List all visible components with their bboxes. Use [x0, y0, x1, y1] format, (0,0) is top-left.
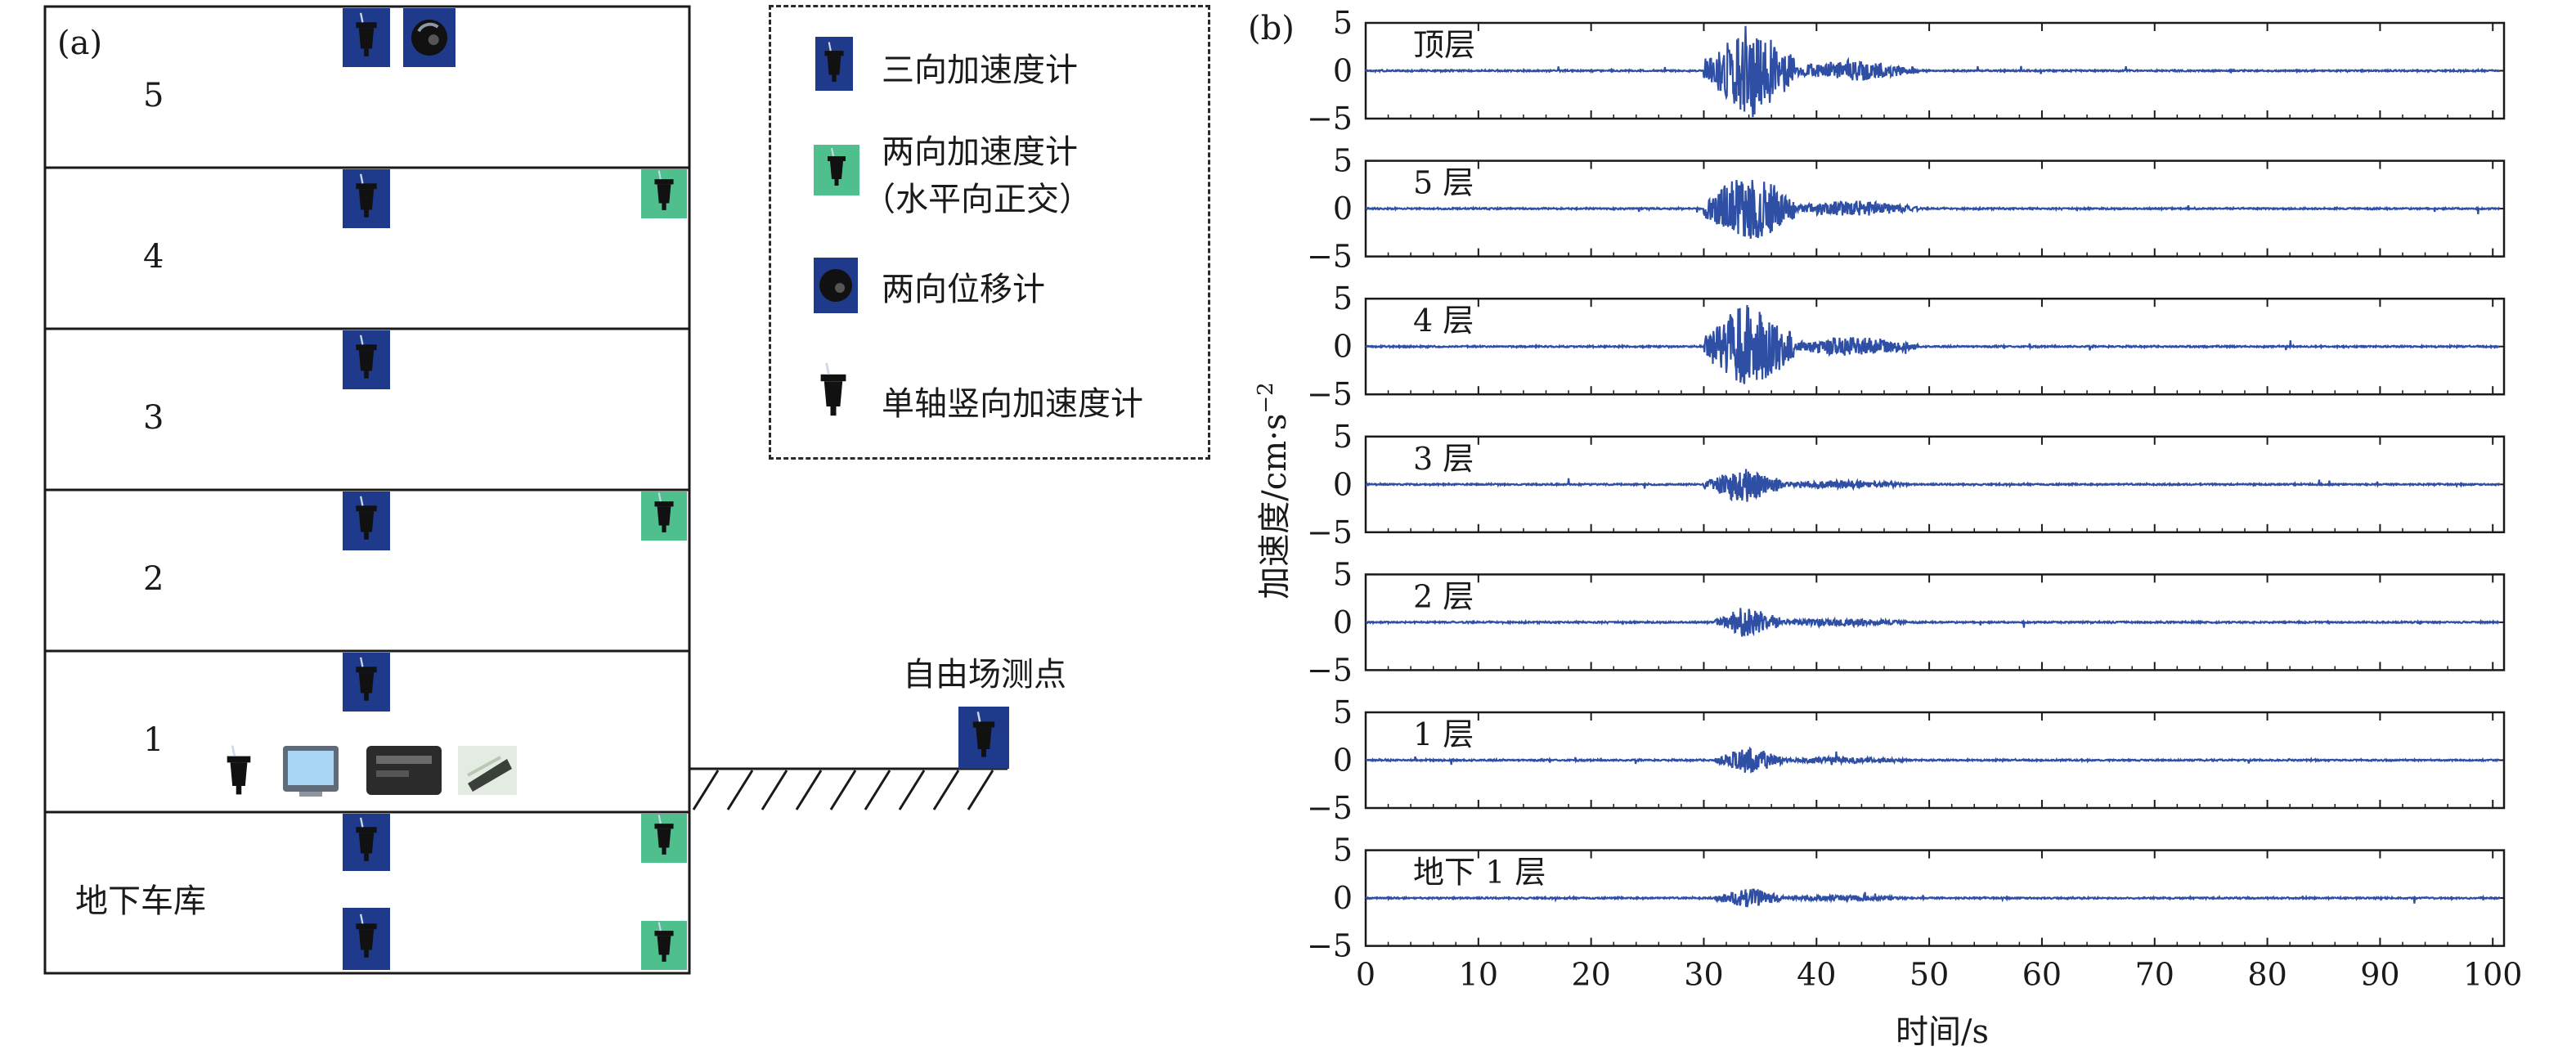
y-tick-label: 5: [1333, 143, 1353, 179]
y-tick-label: −5: [1307, 101, 1353, 137]
floor-label-5: 5: [143, 77, 164, 114]
x-tick-label: 70: [2135, 957, 2174, 993]
legend-label-biaxial: 两向加速度计: [882, 133, 1078, 171]
series-line: [1365, 180, 2501, 239]
biaxial-accelerometer-icon: [641, 492, 687, 541]
uniaxial-vertical-accelerometer-icon: [226, 744, 252, 796]
y-tick-label: −5: [1307, 514, 1353, 550]
legend-biaxial-displacement-meter-icon: [814, 258, 858, 313]
biaxial-accelerometer-icon: [641, 921, 687, 970]
y-tick-label: 5: [1333, 556, 1353, 592]
series-label: 5 层: [1413, 165, 1474, 201]
y-tick-label: 5: [1333, 694, 1353, 730]
ground-surface: [689, 767, 1008, 810]
series-line: [1365, 608, 2501, 637]
y-axis-title-text: 加速度/cm·s: [1256, 414, 1294, 599]
legend-label-biaxial-note: （水平向正交）: [863, 181, 1092, 218]
series-label: 顶层: [1413, 27, 1475, 63]
y-tick-label: −5: [1307, 928, 1353, 964]
triaxial-accelerometer-icon: [343, 330, 390, 389]
subplot-6: 5 0 −5 1 层: [1307, 694, 2506, 826]
floor-label-1: 1: [143, 721, 164, 759]
x-tick-label: 80: [2247, 957, 2287, 993]
y-tick-label: 0: [1333, 604, 1353, 640]
y-tick-label: 5: [1333, 281, 1353, 316]
x-tick-label: 30: [1684, 957, 1723, 993]
biaxial-displacement-meter-icon: [403, 8, 456, 67]
y-tick-label: 0: [1333, 191, 1353, 227]
x-tick-label: 0: [1356, 957, 1376, 993]
series-label: 4 层: [1413, 303, 1474, 339]
triaxial-accelerometer-icon: [343, 169, 390, 228]
x-tick-label: 90: [2360, 957, 2399, 993]
y-tick-label: 0: [1333, 743, 1353, 779]
legend-label-displacement: 两向位移计: [882, 271, 1045, 308]
triaxial-accelerometer-icon: [343, 814, 390, 871]
monitor-icon: [283, 746, 339, 797]
subplot-3: 5 0 −5 4 层: [1307, 281, 2506, 412]
biaxial-accelerometer-icon: [641, 814, 687, 863]
subplot-1: 5 0 −5 顶层: [1307, 5, 2506, 137]
y-tick-label: −5: [1307, 239, 1353, 275]
series-line: [1365, 888, 2501, 908]
subplot-4: 5 0 −5 3 层: [1307, 419, 2506, 550]
legend-label-triaxial: 三向加速度计: [882, 52, 1078, 89]
free-field-label: 自由场测点: [903, 656, 1066, 694]
triaxial-accelerometer-icon: [343, 8, 390, 67]
legend-box: 三向加速度计 两向加速度计 （水平向正交） 两向位移计 单轴竖向加速度计: [769, 5, 1210, 460]
building-sensor-diagram: (a) 5 4 3 2 1 地下车库: [43, 5, 1066, 975]
floor-label-2: 2: [143, 560, 164, 598]
data-recorder-icon: [366, 746, 442, 795]
x-tick-label: 10: [1459, 957, 1498, 993]
x-tick-label: 20: [1571, 957, 1610, 993]
series-line: [1365, 469, 2501, 502]
triaxial-accelerometer-icon: [343, 492, 390, 550]
legend-triaxial-accelerometer-icon: [815, 37, 853, 91]
floor-label-3: 3: [143, 399, 164, 437]
x-tick-label: 60: [2022, 957, 2062, 993]
y-tick-label: 0: [1333, 880, 1353, 916]
series-line: [1366, 746, 2501, 774]
series-label: 3 层: [1413, 441, 1474, 477]
triaxial-accelerometer-icon: [343, 653, 390, 712]
series-line: [1364, 25, 2500, 118]
subplot-5: 5 0 −5 2 层: [1307, 556, 2506, 688]
x-axis-title: 时间/s: [1896, 1013, 1989, 1051]
y-tick-label: 0: [1333, 466, 1353, 502]
svg-text:加速度/cm·s−2: 加速度/cm·s−2: [1254, 382, 1294, 599]
y-tick-label: 5: [1333, 419, 1353, 455]
legend-biaxial-accelerometer-icon: [814, 145, 859, 195]
biaxial-accelerometer-icon: [641, 169, 687, 218]
panel-b-label: (b): [1248, 10, 1295, 47]
legend-uniaxial-vertical-accelerometer-icon: [819, 361, 847, 417]
panel-a-label: (a): [57, 25, 102, 62]
series-label: 1 层: [1413, 716, 1474, 752]
y-axis-title: 加速度/cm·s−2: [1254, 382, 1294, 599]
series-line: [1365, 304, 2500, 384]
floor-label-4: 4: [143, 238, 164, 276]
y-tick-label: −5: [1307, 376, 1353, 412]
y-tick-label: −5: [1307, 790, 1353, 826]
y-tick-label: 0: [1333, 329, 1353, 365]
y-tick-label: 5: [1333, 833, 1353, 869]
triaxial-accelerometer-icon: [958, 707, 1009, 769]
subplot-2: 5 0 −5 5 层: [1307, 143, 2506, 275]
y-tick-label: 5: [1333, 5, 1353, 41]
x-tick-label: 100: [2463, 957, 2523, 993]
y-tick-label: −5: [1307, 652, 1353, 688]
x-tick-label: 40: [1797, 957, 1836, 993]
subplot-7: 5 0 −5 地下 1 层: [1307, 833, 2506, 964]
y-axis-title-superscript: −2: [1254, 382, 1278, 413]
building-outline: [43, 5, 691, 975]
y-tick-label: 0: [1333, 53, 1353, 89]
series-label: 2 层: [1413, 578, 1474, 614]
triaxial-accelerometer-icon: [343, 908, 390, 970]
legend-label-uniaxial: 单轴竖向加速度计: [882, 385, 1143, 423]
floor-label-basement: 地下车库: [75, 882, 206, 920]
series-label: 地下 1 层: [1413, 855, 1546, 891]
laptop-icon: [458, 746, 517, 795]
x-tick-label: 50: [1910, 957, 1949, 993]
